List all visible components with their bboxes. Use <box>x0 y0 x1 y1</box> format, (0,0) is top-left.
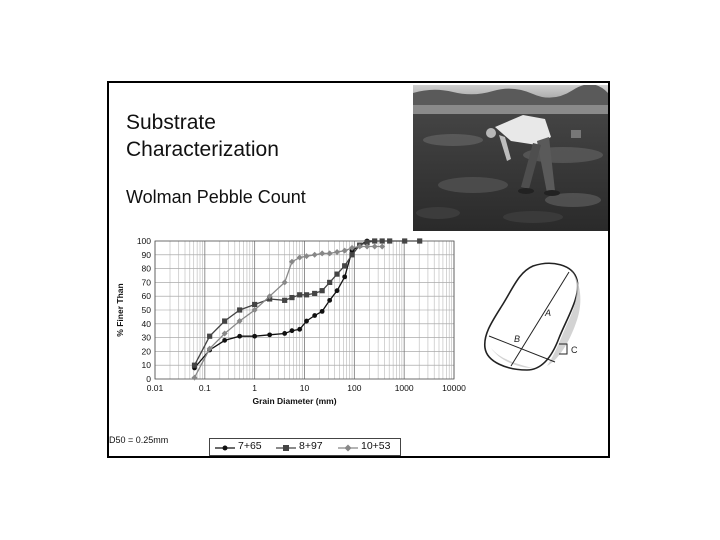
slide-title-line-1: Substrate <box>126 111 216 134</box>
y-tick-label: 50 <box>142 305 152 315</box>
grain-size-chart: 0 10 20 30 40 50 60 70 80 90 100 0.01 0.1 1 10 100 1000 1… <box>115 236 466 406</box>
data-point <box>356 243 363 250</box>
data-point <box>252 301 258 308</box>
data-point <box>282 331 288 336</box>
data-point <box>342 274 348 280</box>
legend-marker-8-97 <box>283 445 289 451</box>
y-axis-title: % Finer Than <box>115 283 125 336</box>
legend-swatches <box>215 444 358 452</box>
data-point <box>288 258 295 265</box>
y-tick-label: 90 <box>142 250 152 260</box>
legend-label-7-65: 7+65 <box>238 440 262 452</box>
data-point <box>334 271 340 277</box>
data-point <box>379 238 385 244</box>
y-tick-label: 0 <box>146 374 151 384</box>
x-tick-label: 0.01 <box>147 383 164 393</box>
data-point <box>319 250 326 257</box>
x-tick-label: 100 <box>347 383 361 393</box>
legend-marker-7-65 <box>222 445 228 451</box>
data-point <box>207 333 213 339</box>
data-point <box>297 326 303 332</box>
data-point <box>327 279 333 285</box>
data-point <box>364 239 370 245</box>
x-tick-label: 1 <box>252 383 257 393</box>
y-tick-label: 100 <box>137 236 151 246</box>
axis-c-label: C <box>571 345 578 355</box>
data-point <box>303 253 310 260</box>
data-point <box>349 252 355 258</box>
data-point <box>319 308 325 314</box>
y-tick-label: 60 <box>142 291 152 301</box>
data-point <box>251 307 258 313</box>
axis-a-label: A <box>544 308 551 318</box>
data-point <box>402 238 408 244</box>
data-point <box>267 332 273 338</box>
x-axis-title: Grain Diameter (mm) <box>252 396 336 406</box>
data-point <box>221 330 228 337</box>
pebble-axes-diagram: A B C <box>483 262 581 371</box>
data-point <box>372 238 378 244</box>
data-point <box>364 243 371 250</box>
data-point <box>341 247 348 254</box>
data-point <box>327 297 333 303</box>
y-tick-label: 30 <box>142 333 152 343</box>
legend-marker-10-53 <box>344 444 352 452</box>
y-tick-label: 20 <box>142 346 152 356</box>
data-point <box>206 345 213 352</box>
data-point <box>312 290 318 297</box>
data-point <box>304 318 309 324</box>
chart-grid <box>154 240 455 380</box>
data-point <box>311 251 318 258</box>
y-tick-label: 10 <box>142 360 152 370</box>
data-point <box>349 244 356 251</box>
data-point <box>191 362 198 368</box>
data-point <box>266 293 273 300</box>
chart-series <box>191 238 423 381</box>
y-tick-label: 80 <box>142 264 152 274</box>
data-point <box>296 254 303 261</box>
data-point <box>417 238 423 244</box>
data-point <box>312 313 318 318</box>
data-point <box>236 318 243 325</box>
legend-label-10-53: 10+53 <box>361 440 391 452</box>
data-point <box>282 297 288 303</box>
data-point <box>297 292 303 298</box>
legend-label-8-97: 8+97 <box>299 440 323 452</box>
data-point <box>387 238 393 244</box>
data-point <box>191 374 198 381</box>
data-point <box>237 307 243 313</box>
data-point <box>303 292 310 298</box>
data-point <box>222 337 228 343</box>
data-point <box>334 249 341 256</box>
series-line-1 <box>193 240 420 366</box>
data-point <box>237 333 243 339</box>
data-point <box>342 263 348 269</box>
y-tick-label: 40 <box>142 319 152 329</box>
data-point <box>379 243 386 250</box>
chart-axes: 0 10 20 30 40 50 60 70 80 90 100 0.01 0.1 1 10 100 1000 1… <box>115 236 466 406</box>
y-tick-label: 70 <box>142 277 152 287</box>
x-tick-label: 10 <box>300 383 310 393</box>
data-point <box>371 243 378 250</box>
x-tick-label: 10000 <box>442 383 466 393</box>
axis-b-label: B <box>514 334 520 344</box>
slide: Substrate Characterization Wolman Pebble… <box>107 81 610 458</box>
data-point <box>334 288 340 294</box>
x-tick-label: 1000 <box>395 383 414 393</box>
data-point <box>252 333 258 339</box>
slide-subtitle: Wolman Pebble Count <box>126 187 306 207</box>
data-point <box>319 288 325 294</box>
slide-title-line-2: Characterization <box>126 138 279 161</box>
data-point <box>289 328 295 334</box>
x-tick-label: 0.1 <box>199 383 211 393</box>
person-sampling-stream-photo <box>413 85 608 231</box>
data-point <box>289 294 295 301</box>
chart-legend: 7+65 8+97 10+53 <box>209 438 401 456</box>
data-point <box>222 318 228 324</box>
data-point <box>326 250 333 257</box>
data-point <box>281 279 288 286</box>
d50-note: D50 = 0.25mm <box>109 435 169 445</box>
plot-frame <box>154 240 455 380</box>
